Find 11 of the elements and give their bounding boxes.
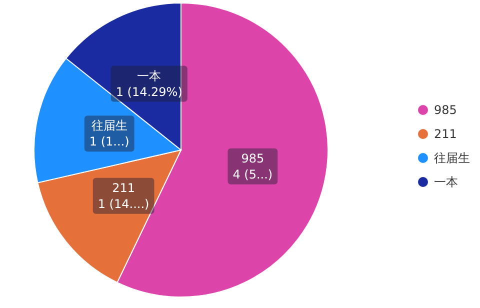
slice-label: 一本 [137, 68, 162, 83]
legend-label: 211 [434, 127, 457, 141]
legend-label: 往届生 [434, 151, 470, 165]
slice-label: 985 [241, 151, 264, 166]
data-label: 1 (14....) [98, 196, 150, 211]
slice-label: 211 [112, 180, 135, 195]
data-label: 1 (1...) [89, 134, 130, 149]
slice-label: 往届生 [91, 118, 128, 133]
data-label: 4 (5...) [232, 167, 273, 182]
legend-label: 一本 [434, 175, 458, 189]
legend-label: 985 [434, 103, 457, 117]
